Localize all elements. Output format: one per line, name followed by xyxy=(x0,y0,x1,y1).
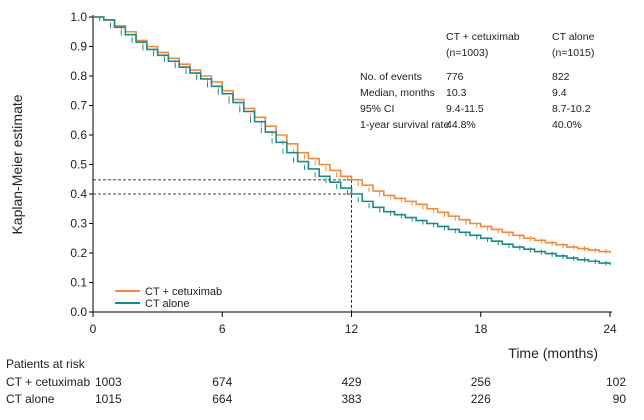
risk-table-row-label: CT alone xyxy=(6,392,55,406)
stats-column-header: (n=1015) xyxy=(552,47,594,59)
stats-cell: 40.0% xyxy=(552,119,582,131)
stats-row-label: 1-year survival rate xyxy=(360,119,449,131)
x-tick-label: 6 xyxy=(219,322,226,336)
stats-column-header: CT alone xyxy=(552,31,595,43)
stats-cell: 9.4-11.5 xyxy=(446,103,484,115)
stats-cell: 776 xyxy=(446,71,464,83)
y-tick-label: 0.1 xyxy=(70,276,87,290)
risk-table-row-label: CT + cetuximab xyxy=(6,375,90,389)
x-axis-label: Time (months) xyxy=(508,345,598,361)
risk-table-cell: 90 xyxy=(613,392,627,406)
risk-table-cell: 429 xyxy=(341,375,361,389)
y-tick-label: 0.4 xyxy=(70,187,87,201)
stats-cell: 9.4 xyxy=(552,87,567,99)
y-tick-label: 0.6 xyxy=(70,128,87,142)
stats-row-label: Median, months xyxy=(360,87,435,99)
y-tick-label: 0.9 xyxy=(70,40,87,54)
y-tick-label: 0.5 xyxy=(70,158,87,172)
y-tick-label: 1.0 xyxy=(70,10,87,24)
y-tick-label: 0.3 xyxy=(70,217,87,231)
y-tick-label: 0.0 xyxy=(70,305,87,319)
stats-column-header: CT + cetuximab xyxy=(446,31,520,43)
y-tick-label: 0.8 xyxy=(70,69,87,83)
legend-label: CT alone xyxy=(145,298,189,310)
risk-table-cell: 383 xyxy=(341,392,361,406)
y-tick-label: 0.7 xyxy=(70,99,87,113)
stats-cell: 8.7-10.2 xyxy=(552,103,591,115)
risk-table-cell: 1003 xyxy=(95,375,122,389)
x-tick-label: 24 xyxy=(603,322,617,336)
x-tick-label: 0 xyxy=(90,322,97,336)
y-axis-label: Kaplan-Meier estimate xyxy=(9,94,25,234)
risk-table-cell: 256 xyxy=(471,375,491,389)
stats-row-label: 95% CI xyxy=(360,103,394,115)
stats-column-header: (n=1003) xyxy=(446,47,488,59)
risk-table-title: Patients at risk xyxy=(6,357,86,371)
risk-table-cell: 226 xyxy=(471,392,491,406)
x-tick-label: 12 xyxy=(345,322,359,336)
risk-table-cell: 664 xyxy=(212,392,232,406)
stats-cell: 44.8% xyxy=(446,119,476,131)
stats-row-label: No. of events xyxy=(360,71,422,83)
x-tick-label: 18 xyxy=(474,322,488,336)
series-line-ct-alone xyxy=(93,16,611,265)
risk-table-cell: 102 xyxy=(606,375,626,389)
legend-label: CT + cetuximab xyxy=(145,286,222,298)
stats-cell: 822 xyxy=(552,71,570,83)
stats-cell: 10.3 xyxy=(446,87,467,99)
y-tick-label: 0.2 xyxy=(70,246,87,260)
risk-table-cell: 1015 xyxy=(95,392,122,406)
risk-table-cell: 674 xyxy=(212,375,232,389)
